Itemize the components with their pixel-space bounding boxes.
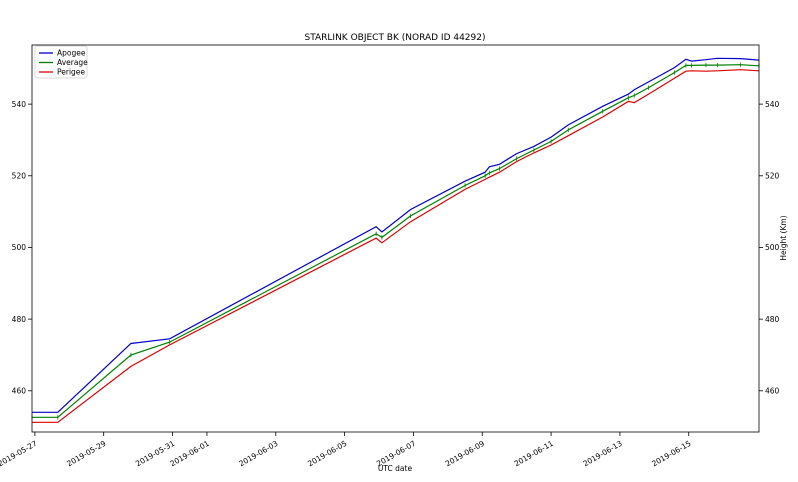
legend-box bbox=[34, 45, 88, 79]
y-tick-label-left: 520 bbox=[12, 171, 27, 180]
plot-frame bbox=[31, 44, 760, 433]
series-layer bbox=[31, 57, 760, 423]
y-axis-label-right: Height (Km) bbox=[779, 215, 788, 260]
x-tick-label: 2019-06-05 bbox=[306, 439, 348, 469]
y-tick-label-left: 480 bbox=[12, 315, 27, 324]
chart-title: STARLINK OBJECT BK (NORAD ID 44292) bbox=[304, 33, 485, 43]
y-tick-label-left: 460 bbox=[12, 386, 27, 395]
series-line-apogee bbox=[32, 57, 760, 413]
x-tick-label: 2019-06-15 bbox=[650, 439, 692, 469]
y-tick-label-right: 540 bbox=[765, 100, 780, 109]
x-tick-label: 2019-06-09 bbox=[444, 439, 486, 469]
y-tick-label-left: 540 bbox=[12, 100, 27, 109]
x-axis-label: UTC date bbox=[378, 464, 413, 473]
legend-label-perigee: Perigee bbox=[57, 68, 85, 77]
series-line-perigee bbox=[32, 69, 760, 423]
x-tick-label: 2019-06-03 bbox=[237, 439, 279, 469]
y-tick-label-right: 460 bbox=[765, 386, 780, 395]
x-tick-label: 2019-06-11 bbox=[513, 439, 555, 469]
y-tick-label-right: 520 bbox=[765, 171, 780, 180]
y-tick-label-left: 500 bbox=[12, 243, 27, 252]
y-tick-label-right: 500 bbox=[765, 243, 780, 252]
series-line-average bbox=[32, 64, 760, 418]
x-tick-label: 2019-05-29 bbox=[65, 439, 107, 469]
legend-label-apogee: Apogee bbox=[57, 49, 86, 58]
x-tick-label: 2019-06-01 bbox=[168, 439, 210, 469]
x-axis: 2019-05-27 2019-05-29 2019-05-312019-06-01… bbox=[0, 432, 693, 468]
y-axis: 460 460 480 480 500 500 520 520 540 540 bbox=[12, 100, 780, 396]
legend-label-average: Average bbox=[57, 58, 88, 67]
x-tick-label: 2019-06-13 bbox=[581, 439, 623, 469]
x-tick-label: 2019-05-27 bbox=[0, 439, 39, 469]
y-tick-label-right: 480 bbox=[765, 315, 780, 324]
